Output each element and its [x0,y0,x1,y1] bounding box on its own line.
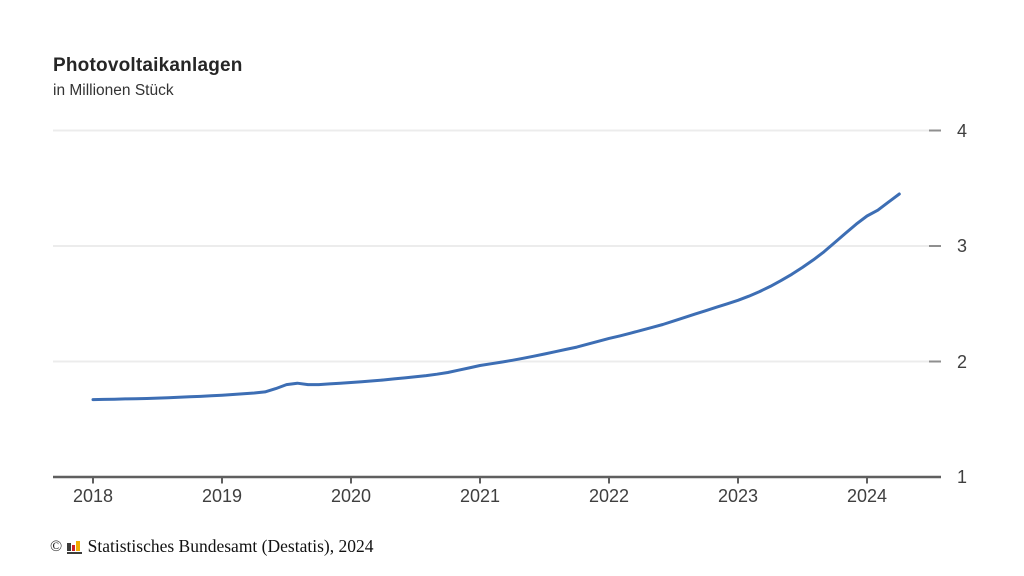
copyright-symbol: © [50,537,63,555]
source-line: © Statistisches Bundesamt (Destatis), 20… [50,536,373,557]
x-axis-label-2023: 2023 [717,486,759,506]
logo-baseline [67,551,82,555]
chart-subtitle: in Millionen Stück [53,82,174,99]
y-axis-label-1: 1 [957,467,968,487]
x-axis-label-2018: 2018 [72,486,114,506]
logo-bar-red [71,544,76,551]
chart-title: Photovoltaikanlagen [53,55,243,76]
x-axis-label-2022: 2022 [588,486,630,506]
y-axis-label-4: 4 [957,120,968,141]
logo-bar-black [67,542,71,551]
source-text: Statistisches Bundesamt (Destatis), 2024 [87,536,374,556]
logo-bar-gold [76,540,80,551]
x-axis-label-2020: 2020 [330,486,372,506]
y-axis-label-2: 2 [957,351,968,372]
x-axis-label-2024: 2024 [846,486,888,506]
x-axis-label-2021: 2021 [459,486,501,506]
y-axis-label-3: 3 [957,236,968,256]
destatis-logo-bars [67,540,82,551]
x-axis-label-2019: 2019 [201,486,243,506]
data-line-photovoltaikanlagen [91,192,901,402]
destatis-logo-icon [67,540,82,555]
